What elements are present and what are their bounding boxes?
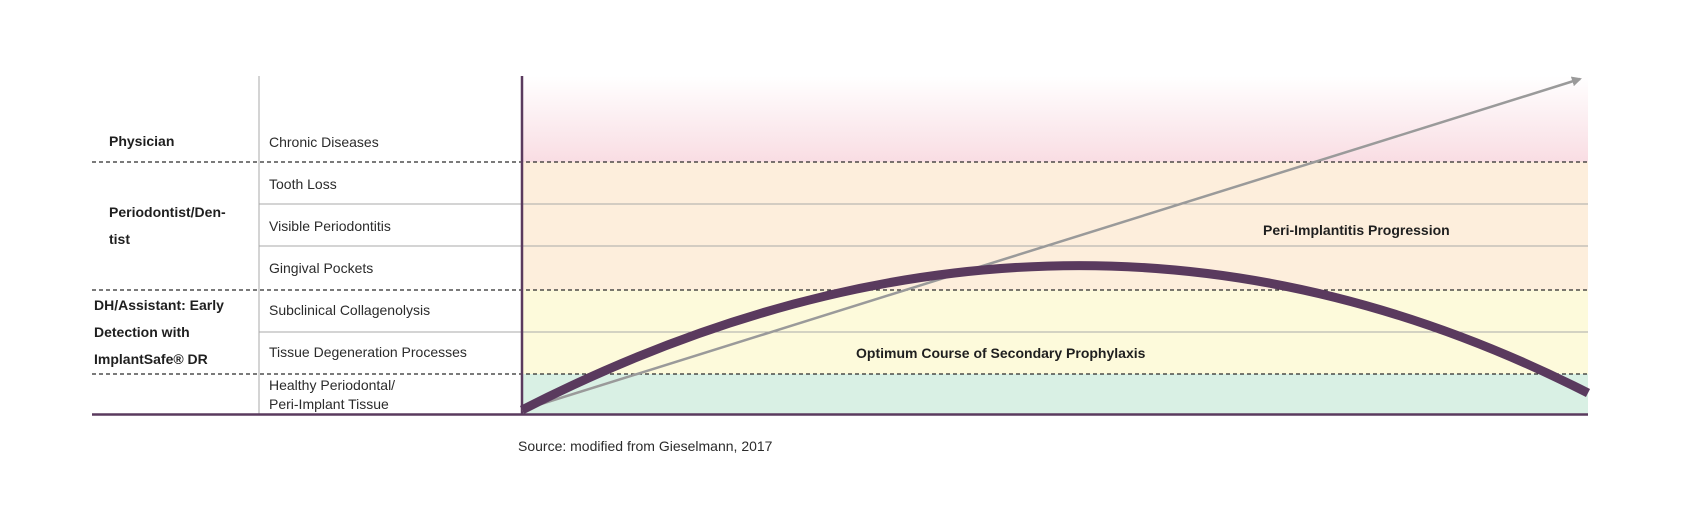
prophylaxis-label: Optimum Course of Secondary Prophylaxis <box>856 345 1146 361</box>
zone-healthy <box>522 374 1588 414</box>
zone-chronic <box>522 76 1588 162</box>
stage-label-tissue-degeneration: Tissue Degeneration Processes <box>269 344 467 360</box>
stage-label-healthy-tissue: Healthy Periodontal/ Peri-Implant Tissue <box>269 377 399 412</box>
row-dividers <box>259 203 1588 333</box>
role-label-dh-assistant: DH/Assistant: Early Detection with Impla… <box>94 297 228 367</box>
stage-label-visible-periodontitis: Visible Periodontitis <box>269 218 391 234</box>
stage-label-chronic-diseases: Chronic Diseases <box>269 134 379 150</box>
stage-label-gingival-pockets: Gingival Pockets <box>269 260 373 276</box>
progression-arrow <box>521 76 1582 412</box>
stage-label-subclinical-collagenolysis: Subclinical Collagenolysis <box>269 302 430 318</box>
progression-label: Peri-Implantitis Progression <box>1263 222 1450 238</box>
role-label-physician: Physician <box>109 133 174 149</box>
prophylaxis-curve <box>519 261 1591 415</box>
role-dividers <box>92 161 1588 375</box>
role-label-periodontist: Periodontist/Den- tist <box>109 204 230 247</box>
source-note: Source: modified from Gieselmann, 2017 <box>518 438 773 454</box>
stage-label-tooth-loss: Tooth Loss <box>269 176 337 192</box>
